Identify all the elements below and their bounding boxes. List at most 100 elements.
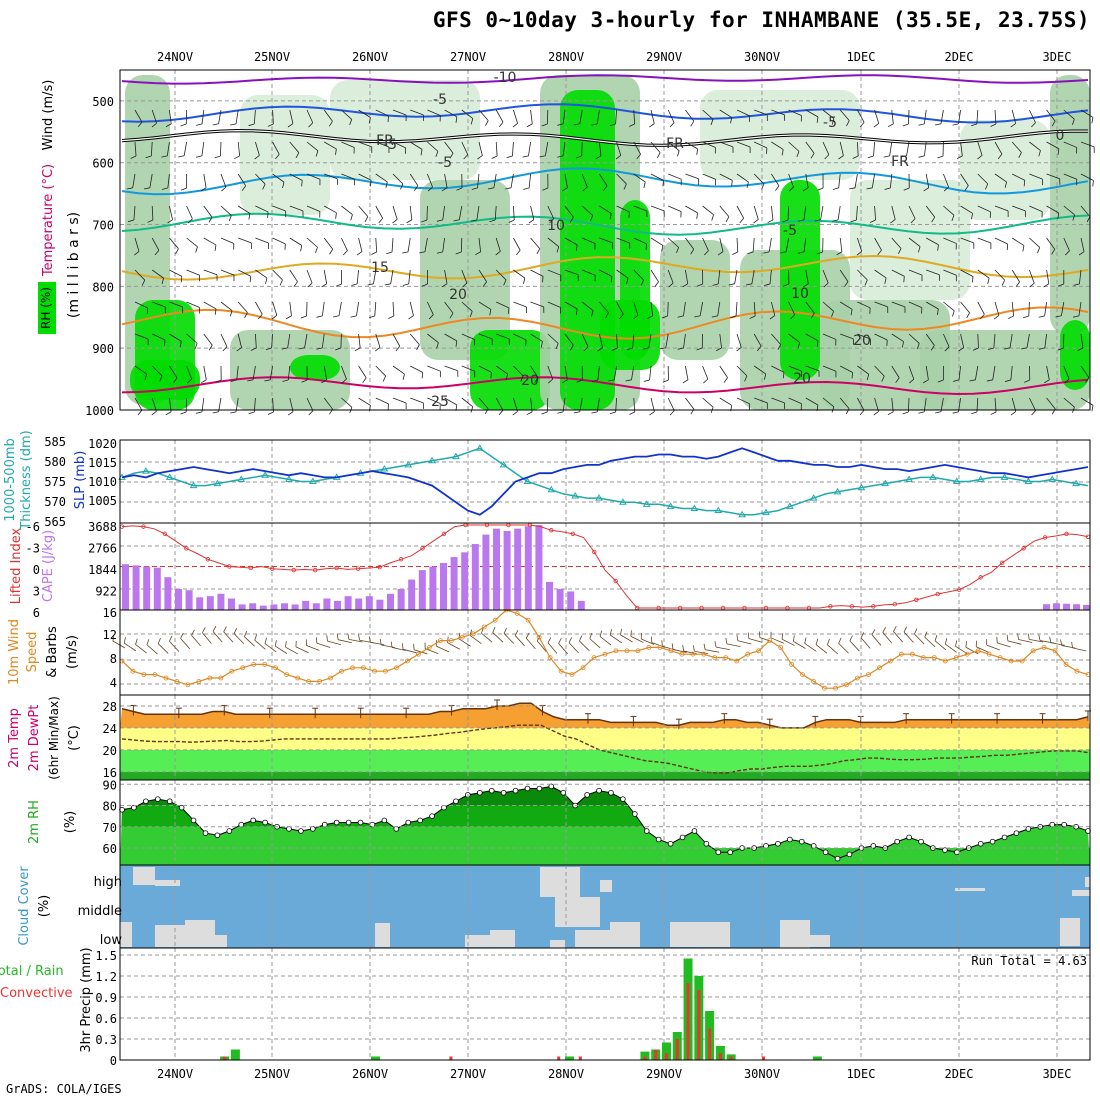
wind-marker — [394, 665, 399, 671]
wind-barb — [165, 411, 172, 416]
wind-barb — [667, 141, 680, 151]
wind-barb — [375, 237, 378, 252]
wind-barb — [826, 638, 830, 645]
wind-barb — [289, 173, 303, 181]
wind-barb — [683, 301, 686, 316]
wind-barb — [1063, 237, 1070, 251]
wind-barb — [823, 282, 829, 288]
wind-barb — [677, 315, 684, 318]
wind-barb — [839, 269, 849, 282]
rh-marker — [703, 840, 710, 847]
cape-bar — [397, 589, 405, 610]
contour-label: FR — [666, 136, 684, 152]
wind-barb — [1029, 282, 1035, 288]
wind-barb — [409, 333, 420, 345]
wind-barb — [392, 333, 401, 347]
wind-barb — [717, 269, 721, 284]
precip-conv-bar — [718, 1053, 722, 1060]
wind-barb — [798, 251, 805, 254]
wind-barb — [1029, 205, 1043, 212]
precip-total-bar — [640, 1051, 650, 1060]
wind-barb — [1071, 119, 1075, 125]
y-tick-label: 580 — [44, 455, 66, 469]
wind-barb — [1010, 411, 1016, 416]
wind-barb — [956, 155, 963, 160]
contour-label: -5 — [823, 115, 837, 131]
wind-barb — [805, 269, 809, 284]
y-tick-label: 3 — [33, 585, 40, 599]
date-label: 30NOV — [744, 50, 780, 64]
wind-barb — [541, 123, 548, 127]
y-tick-label: 80 — [103, 800, 117, 814]
wind-barb — [255, 333, 257, 348]
wind-barb — [392, 109, 407, 116]
y-tick-label: -3 — [26, 542, 40, 556]
thickness-marker — [237, 475, 246, 482]
wind-marker — [657, 645, 663, 650]
contour-label: 0 — [1056, 128, 1065, 144]
cloud-patch — [780, 920, 810, 948]
wind-barb — [632, 333, 635, 348]
wind-marker — [1063, 662, 1069, 667]
date-label: 3DEC — [1043, 50, 1072, 64]
thickness-marker — [261, 471, 269, 478]
wind-barb — [530, 205, 535, 220]
wind-barb — [409, 301, 414, 316]
wind-barb — [648, 333, 652, 348]
wind-barb — [682, 645, 685, 652]
wind-barb — [201, 141, 205, 156]
wind-barb — [390, 269, 394, 284]
wind-barb — [581, 301, 594, 312]
wind-barb — [300, 315, 307, 319]
wind-marker — [701, 651, 707, 657]
wind-barb — [685, 237, 695, 250]
wind-barb — [220, 333, 228, 347]
wind-barb — [410, 365, 423, 373]
wind-barb — [536, 635, 541, 642]
wind-barb — [610, 276, 613, 283]
wind-barb — [890, 219, 896, 224]
wind-marker — [690, 651, 696, 657]
wind-barb — [505, 187, 512, 190]
date-label: 25NOV — [254, 1067, 290, 1081]
wind-barb — [203, 237, 217, 246]
wind-barb — [613, 365, 617, 380]
wind-barb — [735, 301, 738, 316]
wind-barb — [237, 141, 241, 156]
rh-shading — [230, 330, 350, 410]
wind-barb — [516, 249, 521, 256]
wind-barb — [368, 315, 375, 319]
wind-barb — [597, 347, 603, 352]
wind-barb — [1060, 639, 1063, 646]
wind-barb — [852, 155, 859, 159]
wind-marker — [284, 672, 290, 677]
wind-barb — [264, 643, 277, 653]
wind-barb — [341, 378, 347, 384]
wind-barb — [186, 205, 193, 219]
wind-barb — [1029, 237, 1040, 248]
wind-barb — [960, 301, 970, 314]
wind-barb — [561, 379, 568, 384]
wind-barb — [528, 219, 535, 224]
wind-barb — [994, 173, 1007, 183]
wind-barb — [388, 315, 395, 319]
wind-barb — [719, 333, 722, 348]
wind-barb — [685, 173, 699, 180]
wind-barb — [203, 205, 213, 218]
wind-barb — [220, 173, 227, 188]
wind-barb — [326, 635, 328, 642]
wind-barb — [248, 123, 255, 127]
wind-barb — [788, 109, 802, 116]
wind-barb — [857, 301, 871, 309]
wind-barb — [547, 637, 552, 643]
cape-bar — [153, 567, 161, 610]
thickness-marker — [952, 477, 961, 484]
wind-barb — [736, 333, 742, 348]
rh-marker — [655, 836, 662, 843]
wind-barb — [882, 632, 893, 644]
rh-marker — [226, 828, 233, 834]
wind-barb — [887, 123, 894, 128]
wind-barb — [643, 181, 646, 188]
wind-barb — [324, 141, 337, 150]
wind-barb — [908, 109, 910, 125]
